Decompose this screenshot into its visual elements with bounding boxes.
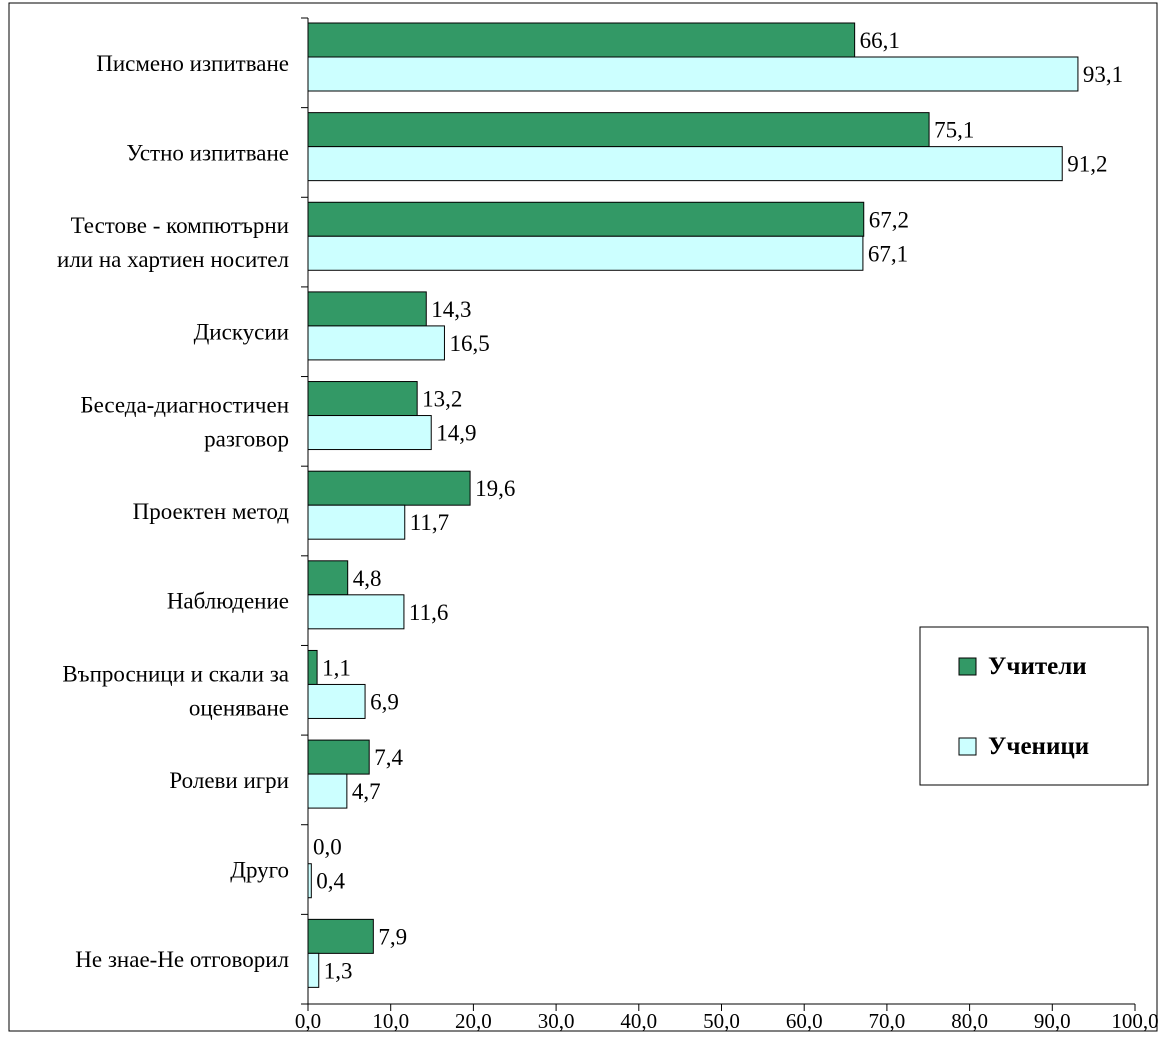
bar-value-label: 11,7 <box>410 510 449 535</box>
bar-teachers <box>307 470 471 506</box>
bar-value-label: 91,2 <box>1067 152 1107 177</box>
bar-teachers <box>307 381 418 417</box>
bar-value-label: 7,4 <box>374 745 403 770</box>
category-label: Не знае-Не отговорил <box>75 947 289 972</box>
labels-layer: 66,1 93,1 75,1 91,2 67,2 67,1 14,3 16,5 13,2 14,9… <box>313 28 1123 983</box>
bars-layer <box>307 22 1079 988</box>
bar-value-label: 14,3 <box>431 297 471 322</box>
bar-students <box>307 56 1079 92</box>
bar-teachers <box>307 201 865 237</box>
bar-students <box>307 325 445 361</box>
bar-value-label: 7,9 <box>378 924 407 949</box>
bar-value-label: 4,7 <box>352 779 381 804</box>
bar-value-label: 93,1 <box>1083 62 1123 87</box>
bar-teachers <box>307 649 318 685</box>
category-label: Ролеви игри <box>169 768 289 793</box>
bar-value-label: 16,5 <box>449 331 489 356</box>
bar-value-label: 1,3 <box>324 958 353 983</box>
x-tick-label: 100,0 <box>1111 1009 1158 1033</box>
category-label: Друго <box>230 858 289 883</box>
bar-value-label: 0,4 <box>316 869 345 894</box>
bar-value-label: 66,1 <box>860 28 900 53</box>
bar-teachers <box>307 560 349 596</box>
category-label: Въпросници и скали за <box>62 661 289 686</box>
x-tick-label: 20,0 <box>455 1009 492 1033</box>
legend-label: Учители <box>988 653 1087 680</box>
bar-teachers <box>307 291 427 327</box>
bar-value-label: 11,6 <box>409 600 448 625</box>
bar-students <box>307 504 406 540</box>
category-label: разговор <box>204 426 289 451</box>
legend-swatch <box>958 737 977 756</box>
x-tick-label: 50,0 <box>703 1009 740 1033</box>
category-label: Беседа-диагностичен <box>80 392 289 417</box>
bar-value-label: 14,9 <box>436 421 476 446</box>
bar-students <box>307 235 864 271</box>
x-tick-label: 40,0 <box>620 1009 657 1033</box>
category-label: Проектен метод <box>133 499 290 524</box>
bar-students <box>307 683 366 719</box>
bar-value-label: 4,8 <box>353 566 382 591</box>
x-tick-label: 0,0 <box>295 1009 321 1033</box>
bar-value-label: 6,9 <box>370 689 399 714</box>
bar-teachers <box>307 918 374 954</box>
bar-value-label: 1,1 <box>322 655 351 680</box>
bar-value-label: 67,1 <box>868 241 908 266</box>
category-label: Дискусии <box>194 320 289 345</box>
x-tick-label: 30,0 <box>538 1009 575 1033</box>
legend-swatch <box>958 657 977 676</box>
bar-value-label: 0,0 <box>313 835 342 860</box>
axes-layer: Писмено изпитване Устно изпитване Тестове … <box>57 17 1159 1033</box>
bar-students <box>307 952 320 988</box>
category-label: Писмено изпитване <box>96 51 289 76</box>
category-label: Наблюдение <box>167 589 289 614</box>
legend-label: Ученици <box>988 733 1089 760</box>
category-label: Тестове - компютърни <box>71 213 289 238</box>
category-label: Устно изпитване <box>126 140 289 165</box>
x-tick-label: 80,0 <box>951 1009 988 1033</box>
bar-students <box>307 773 348 809</box>
legend-box <box>919 626 1149 786</box>
bar-teachers <box>307 739 370 775</box>
legend: Учители Ученици <box>919 626 1149 786</box>
bar-value-label: 75,1 <box>934 118 974 143</box>
x-tick-label: 90,0 <box>1034 1009 1071 1033</box>
bar-students <box>307 594 405 630</box>
x-tick-label: 10,0 <box>372 1009 409 1033</box>
x-tick-label: 60,0 <box>786 1009 823 1033</box>
bar-value-label: 13,2 <box>422 387 462 412</box>
bar-teachers <box>307 112 930 148</box>
bar-value-label: 67,2 <box>869 207 909 232</box>
bar-students <box>307 415 432 451</box>
bar-teachers <box>307 22 856 58</box>
bar-value-label: 19,6 <box>475 476 515 501</box>
bar-students <box>307 146 1063 182</box>
category-label: или на хартиен носител <box>57 247 289 272</box>
x-tick-label: 70,0 <box>869 1009 906 1033</box>
category-label: оценяване <box>189 695 289 720</box>
